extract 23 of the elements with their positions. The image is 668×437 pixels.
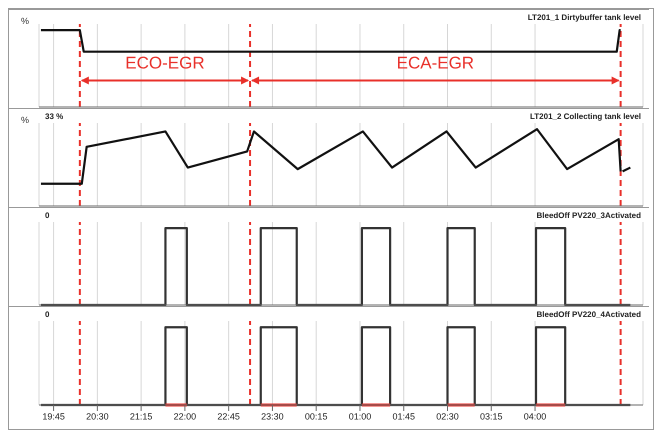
- x-tick-label: 20:30: [86, 411, 109, 422]
- annotation: ECA-EGR: [396, 53, 474, 72]
- x-tick-label: 03:15: [480, 411, 503, 422]
- text: 0: [45, 310, 50, 319]
- chart-title: BleedOff PV220_4Activated: [536, 310, 641, 319]
- x-tick-label: 00:15: [304, 411, 328, 422]
- x-tick-label: 01:00: [348, 411, 372, 422]
- x-tick-label: 02:30: [436, 411, 459, 422]
- x-tick-label: 04:00: [524, 411, 546, 422]
- x-tick-label: 22:45: [217, 411, 240, 422]
- chart-title: LT201_2 Collecting tank level: [530, 112, 641, 121]
- y-axis-title: %: [20, 115, 30, 125]
- y-axis-title: %: [20, 16, 30, 26]
- chart-title: BleedOff PV220_3Activated: [536, 211, 641, 220]
- x-tick-label: 22:00: [174, 411, 196, 422]
- text: 0: [45, 211, 50, 220]
- x-tick-label: 01:45: [392, 411, 415, 422]
- text: 33 %: [45, 112, 64, 121]
- annotation: ECO-EGR: [125, 53, 205, 72]
- x-tick-label: 19:45: [42, 411, 65, 422]
- x-tick-label: 23:30: [261, 411, 284, 422]
- x-tick-label: 21:15: [130, 411, 152, 422]
- chart-title: LT201_1 Dirtybuffer tank level: [528, 13, 641, 22]
